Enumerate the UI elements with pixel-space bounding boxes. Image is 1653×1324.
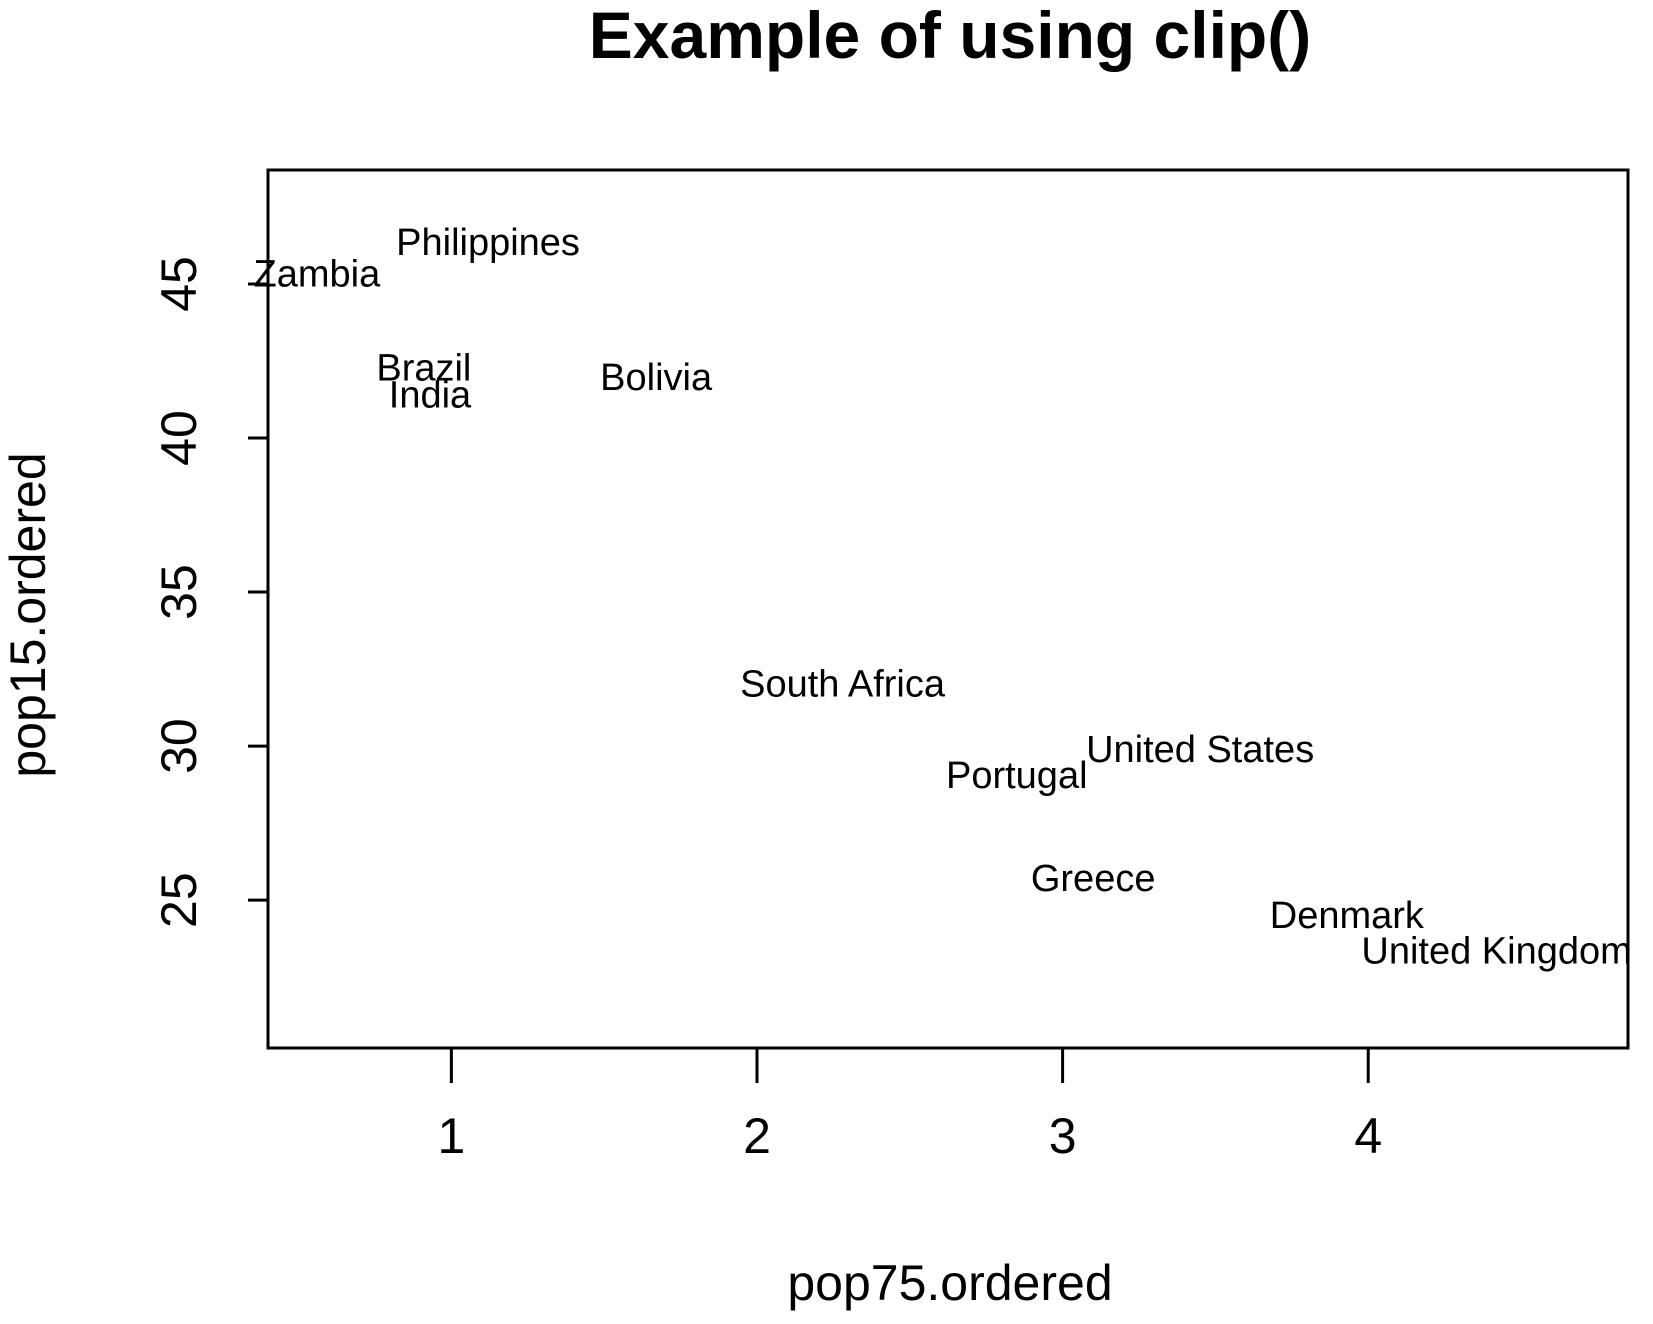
point-label: United Kingdom (1361, 930, 1631, 972)
point-label: Brazil (376, 348, 471, 390)
y-tick-label: 40 (151, 410, 207, 466)
point-label: Denmark (1270, 895, 1425, 937)
y-axis: 25 30 35 40 45 (151, 256, 270, 928)
y-tick-label: 45 (151, 256, 207, 312)
point-label: India (389, 375, 472, 417)
point-label: South Africa (740, 663, 946, 705)
chart-title: Example of using clip() (589, 0, 1311, 72)
x-axis: 1 2 3 4 (437, 1046, 1382, 1164)
y-tick-label: 25 (151, 872, 207, 928)
y-axis-label: pop15.ordered (0, 452, 56, 777)
y-tick-label: 35 (151, 564, 207, 620)
point-label: Greece (1031, 858, 1156, 900)
point-label: Portugal (946, 755, 1088, 797)
x-tick-label: 3 (1049, 1108, 1077, 1164)
point-label: Philippines (396, 222, 580, 264)
x-tick-label: 4 (1354, 1108, 1382, 1164)
point-label: Zambia (254, 253, 382, 295)
plot-frame (266, 168, 1630, 1050)
x-tick-label: 1 (437, 1108, 465, 1164)
point-label: United States (1086, 729, 1314, 771)
point-label: Bolivia (600, 357, 713, 399)
y-tick-label: 30 (151, 718, 207, 774)
x-tick-label: 2 (743, 1108, 771, 1164)
x-axis-label: pop75.ordered (787, 1255, 1112, 1311)
